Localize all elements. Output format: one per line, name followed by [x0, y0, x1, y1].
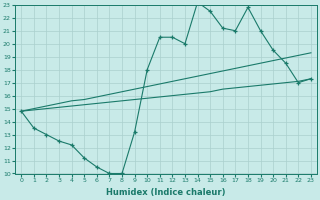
X-axis label: Humidex (Indice chaleur): Humidex (Indice chaleur) [106, 188, 226, 197]
